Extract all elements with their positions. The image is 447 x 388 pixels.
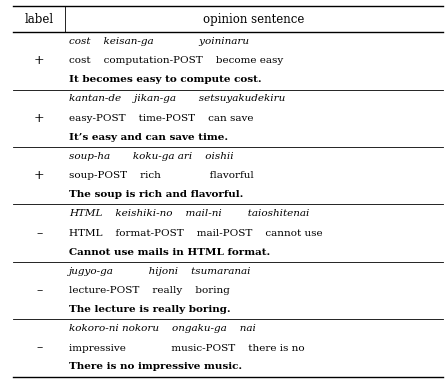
Text: impressive              music-POST    there is no: impressive music-POST there is no <box>69 343 305 353</box>
Text: Cannot use mails in HTML format.: Cannot use mails in HTML format. <box>69 248 270 256</box>
Text: opinion sentence: opinion sentence <box>203 12 304 26</box>
Text: The lecture is really boring.: The lecture is really boring. <box>69 305 231 314</box>
Text: HTML    format-POST    mail-POST    cannot use: HTML format-POST mail-POST cannot use <box>69 229 323 238</box>
Text: label: label <box>25 12 54 26</box>
Text: kantan-de    jikan-ga       setsuyakudekiru: kantan-de jikan-ga setsuyakudekiru <box>69 94 286 103</box>
Text: soup-ha       koku-ga ari    oishii: soup-ha koku-ga ari oishii <box>69 152 234 161</box>
Text: –: – <box>36 284 42 297</box>
Text: HTML    keishiki-no    mail-ni        taioshitenai: HTML keishiki-no mail-ni taioshitenai <box>69 209 310 218</box>
Text: It’s easy and can save time.: It’s easy and can save time. <box>69 133 228 142</box>
Text: +: + <box>34 112 44 125</box>
Text: The soup is rich and flavorful.: The soup is rich and flavorful. <box>69 190 244 199</box>
Text: +: + <box>34 169 44 182</box>
Text: It becomes easy to compute cost.: It becomes easy to compute cost. <box>69 75 262 84</box>
Text: lecture-POST    really    boring: lecture-POST really boring <box>69 286 230 295</box>
Text: jugyo-ga           hijoni    tsumaranai: jugyo-ga hijoni tsumaranai <box>69 267 252 275</box>
Text: cost    computation-POST    become easy: cost computation-POST become easy <box>69 56 283 66</box>
Text: cost    keisan-ga              yoininaru: cost keisan-ga yoininaru <box>69 37 249 46</box>
Text: soup-POST    rich               flavorful: soup-POST rich flavorful <box>69 171 254 180</box>
Text: –: – <box>36 227 42 240</box>
Text: kokoro-ni nokoru    ongaku-ga    nai: kokoro-ni nokoru ongaku-ga nai <box>69 324 256 333</box>
Text: easy-POST    time-POST    can save: easy-POST time-POST can save <box>69 114 254 123</box>
Text: There is no impressive music.: There is no impressive music. <box>69 362 242 371</box>
Text: +: + <box>34 54 44 68</box>
Text: –: – <box>36 341 42 355</box>
